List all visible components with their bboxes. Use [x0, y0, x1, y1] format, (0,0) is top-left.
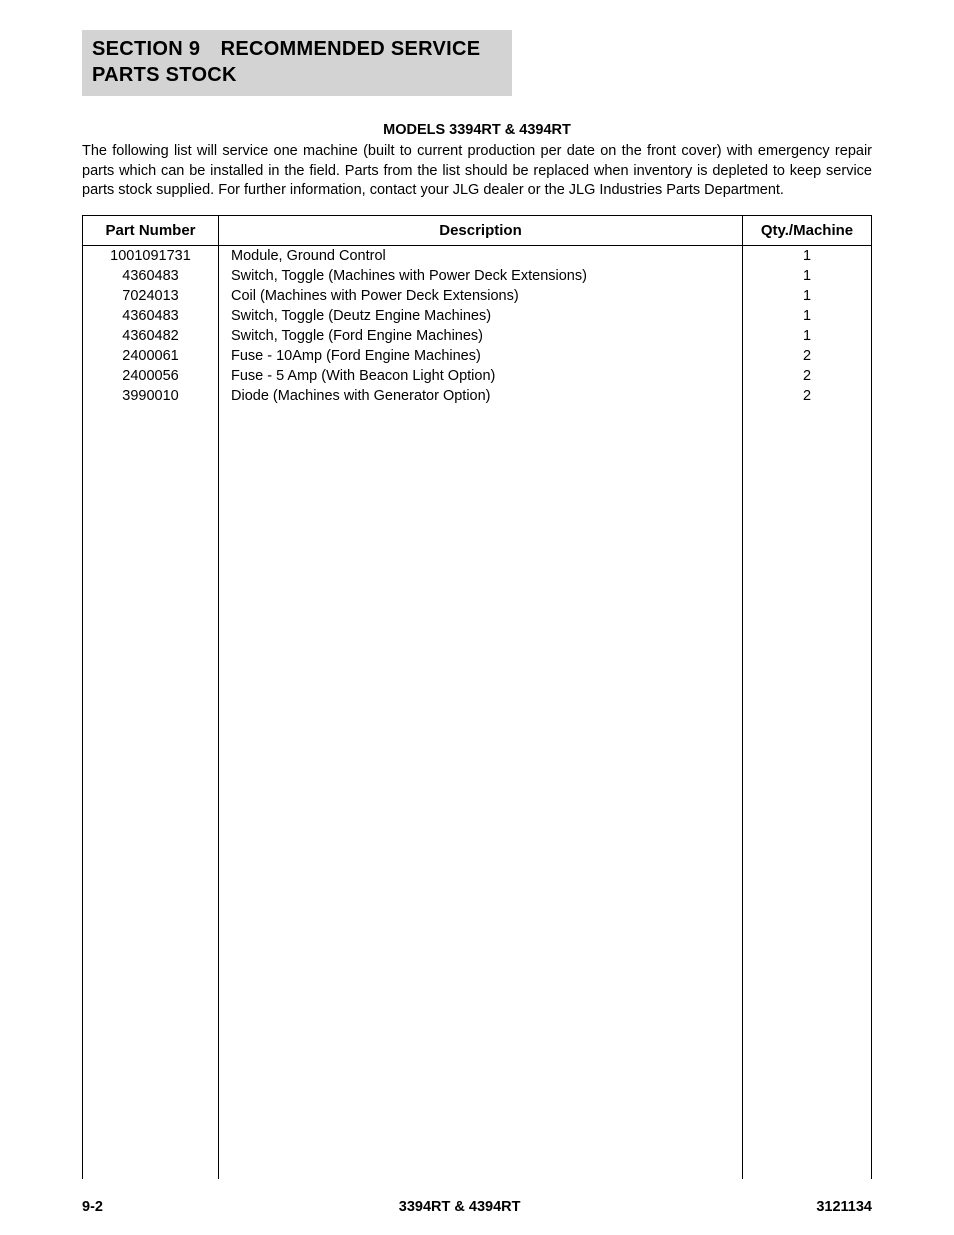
- table-row: 4360482 Switch, Toggle (Ford Engine Mach…: [83, 326, 871, 346]
- filler-cell: [219, 406, 743, 1179]
- cell-qty: 1: [743, 286, 871, 306]
- cell-description: Coil (Machines with Power Deck Extension…: [219, 286, 743, 306]
- table-row: 7024013 Coil (Machines with Power Deck E…: [83, 286, 871, 306]
- table-row: 2400061 Fuse - 10Amp (Ford Engine Machin…: [83, 346, 871, 366]
- table-body: 1001091731 Module, Ground Control 1 4360…: [83, 246, 871, 1179]
- intro-paragraph: The following list will service one mach…: [82, 142, 872, 201]
- table-row: 4360483 Switch, Toggle (Deutz Engine Mac…: [83, 306, 871, 326]
- table-header-row: Part Number Description Qty./Machine: [83, 216, 871, 246]
- table-row: 4360483 Switch, Toggle (Machines with Po…: [83, 266, 871, 286]
- cell-qty: 1: [743, 246, 871, 266]
- cell-part-number: 4360483: [83, 306, 219, 326]
- cell-qty: 1: [743, 266, 871, 286]
- cell-description: Switch, Toggle (Deutz Engine Machines): [219, 306, 743, 326]
- cell-qty: 2: [743, 386, 871, 406]
- section-title-banner: SECTION 9 RECOMMENDED SERVICE PARTS STOC…: [82, 30, 512, 96]
- col-header-description: Description: [219, 216, 743, 245]
- models-subtitle: MODELS 3394RT & 4394RT: [82, 122, 872, 138]
- table-filler: [83, 406, 871, 1179]
- footer-model: 3394RT & 4394RT: [399, 1199, 521, 1215]
- cell-part-number: 4360483: [83, 266, 219, 286]
- cell-part-number: 1001091731: [83, 246, 219, 266]
- cell-description: Switch, Toggle (Machines with Power Deck…: [219, 266, 743, 286]
- filler-cell: [743, 406, 871, 1179]
- cell-qty: 2: [743, 366, 871, 386]
- filler-cell: [83, 406, 219, 1179]
- cell-qty: 1: [743, 326, 871, 346]
- cell-qty: 2: [743, 346, 871, 366]
- cell-part-number: 7024013: [83, 286, 219, 306]
- cell-part-number: 4360482: [83, 326, 219, 346]
- footer-doc-number: 3121134: [816, 1199, 872, 1215]
- cell-description: Switch, Toggle (Ford Engine Machines): [219, 326, 743, 346]
- document-page: SECTION 9 RECOMMENDED SERVICE PARTS STOC…: [0, 0, 954, 1235]
- cell-description: Fuse - 5 Amp (With Beacon Light Option): [219, 366, 743, 386]
- cell-description: Fuse - 10Amp (Ford Engine Machines): [219, 346, 743, 366]
- page-footer: 9-2 3394RT & 4394RT 3121134: [82, 1179, 872, 1215]
- table-row: 3990010 Diode (Machines with Generator O…: [83, 386, 871, 406]
- section-title: SECTION 9 RECOMMENDED SERVICE PARTS STOC…: [92, 38, 480, 86]
- table-row: 1001091731 Module, Ground Control 1: [83, 246, 871, 266]
- col-header-qty: Qty./Machine: [743, 216, 871, 245]
- cell-part-number: 3990010: [83, 386, 219, 406]
- cell-description: Diode (Machines with Generator Option): [219, 386, 743, 406]
- cell-part-number: 2400061: [83, 346, 219, 366]
- cell-description: Module, Ground Control: [219, 246, 743, 266]
- col-header-part-number: Part Number: [83, 216, 219, 245]
- cell-part-number: 2400056: [83, 366, 219, 386]
- cell-qty: 1: [743, 306, 871, 326]
- table-row: 2400056 Fuse - 5 Amp (With Beacon Light …: [83, 366, 871, 386]
- footer-page-number: 9-2: [82, 1199, 103, 1215]
- parts-table: Part Number Description Qty./Machine 100…: [82, 215, 872, 1179]
